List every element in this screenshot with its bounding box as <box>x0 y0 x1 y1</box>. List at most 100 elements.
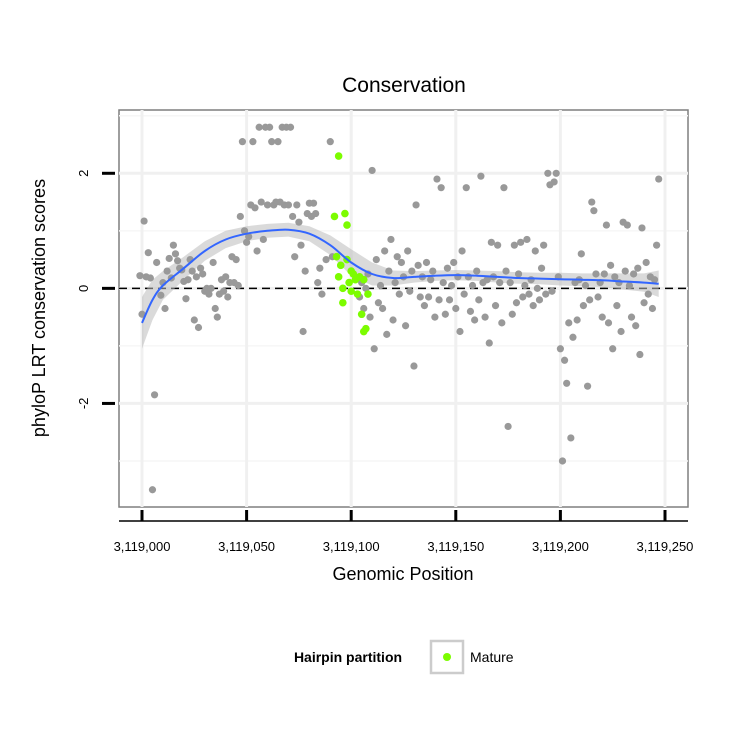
data-point-other <box>565 319 573 327</box>
data-point-other <box>613 302 621 310</box>
data-point-other <box>297 241 305 249</box>
data-point-other <box>477 172 485 180</box>
data-point-other <box>535 296 544 304</box>
data-point-other <box>368 166 376 175</box>
data-point-mature <box>362 324 370 333</box>
data-point-other <box>542 290 550 298</box>
data-point-other <box>316 264 324 272</box>
data-point-other <box>615 279 623 287</box>
data-point-other <box>322 255 330 264</box>
data-point-other <box>309 199 318 207</box>
data-point-other <box>383 330 391 338</box>
data-point-other <box>401 322 410 330</box>
data-point-other <box>232 255 240 264</box>
data-point-other <box>586 296 594 304</box>
data-point-other <box>487 238 495 246</box>
data-point-other <box>609 345 617 353</box>
data-point-other <box>385 267 393 275</box>
data-point-other <box>458 247 466 255</box>
plot-area <box>118 109 689 508</box>
data-point-other <box>146 274 154 282</box>
data-point-other <box>412 201 420 209</box>
data-point-other <box>435 296 443 304</box>
data-point-other <box>389 316 397 324</box>
points-mature <box>330 152 372 336</box>
data-point-other <box>370 345 378 353</box>
data-point-other <box>642 258 650 267</box>
data-point-other <box>644 290 652 298</box>
data-point-other <box>251 204 259 212</box>
data-point-other <box>289 212 297 221</box>
data-point-other <box>184 276 192 284</box>
data-point-other <box>588 198 596 206</box>
y-tick-label: 0 <box>76 285 91 292</box>
data-point-other <box>496 279 504 287</box>
data-point-other <box>299 327 307 336</box>
data-point-other <box>393 253 401 261</box>
data-point-other <box>653 241 661 249</box>
data-point-other <box>391 279 399 287</box>
x-tick-label: 3,119,250 <box>637 539 694 554</box>
data-point-other <box>500 184 508 192</box>
data-point-other <box>169 241 177 249</box>
data-point-mature <box>345 278 353 287</box>
data-point-other <box>274 138 282 146</box>
data-point-other <box>523 235 531 244</box>
data-point-other <box>439 279 447 287</box>
data-point-other <box>213 313 221 321</box>
data-point-other <box>224 293 232 301</box>
y-tick-label: -2 <box>76 398 91 410</box>
data-point-mature <box>359 275 368 284</box>
data-point-other <box>211 304 219 313</box>
data-point-other <box>636 350 644 359</box>
data-point-other <box>606 261 615 269</box>
data-point-other <box>240 227 249 235</box>
data-point-other <box>381 247 389 255</box>
data-point-other <box>502 267 510 275</box>
data-point-other <box>544 169 552 177</box>
data-point-other <box>376 281 385 290</box>
x-tick-label: 3,119,050 <box>218 539 275 554</box>
data-point-other <box>165 254 173 263</box>
data-point-other <box>517 238 525 246</box>
data-point-other <box>171 250 180 258</box>
data-point-other <box>173 257 182 265</box>
data-point-other <box>387 235 395 244</box>
data-point-other <box>598 313 606 321</box>
data-point-other <box>632 322 640 330</box>
data-point-other <box>600 270 608 278</box>
data-point-other <box>519 293 527 301</box>
data-point-other <box>483 276 491 284</box>
data-point-other <box>577 250 585 258</box>
data-point-other <box>286 123 295 131</box>
points-other <box>136 123 663 494</box>
data-point-other <box>194 323 203 332</box>
data-point-mature <box>341 209 349 218</box>
data-point-other <box>450 258 458 267</box>
data-point-other <box>433 175 441 183</box>
smooth-line <box>141 228 659 324</box>
data-point-other <box>630 270 638 278</box>
data-point-other <box>655 175 663 183</box>
data-point-other <box>550 178 558 186</box>
data-point-other <box>397 258 406 267</box>
y-axis-label: phyloP LRT conservation scores <box>29 179 49 437</box>
data-point-other <box>540 241 548 249</box>
data-point-other <box>581 281 590 290</box>
data-point-other <box>627 313 636 321</box>
plot-panel <box>118 109 689 508</box>
data-point-other <box>602 221 611 229</box>
x-tick-label: 3,119,100 <box>323 539 380 554</box>
data-point-other <box>650 276 659 284</box>
data-point-other <box>243 238 251 246</box>
data-point-other <box>563 379 571 387</box>
data-point-other <box>475 296 483 304</box>
legend: Hairpin partition Mature <box>294 639 514 675</box>
data-point-other <box>238 138 247 146</box>
data-point-other <box>395 290 403 298</box>
legend-label-mature: Mature <box>470 649 514 665</box>
data-point-other <box>462 184 470 192</box>
data-point-other <box>136 272 144 280</box>
data-point-mature <box>364 290 372 298</box>
